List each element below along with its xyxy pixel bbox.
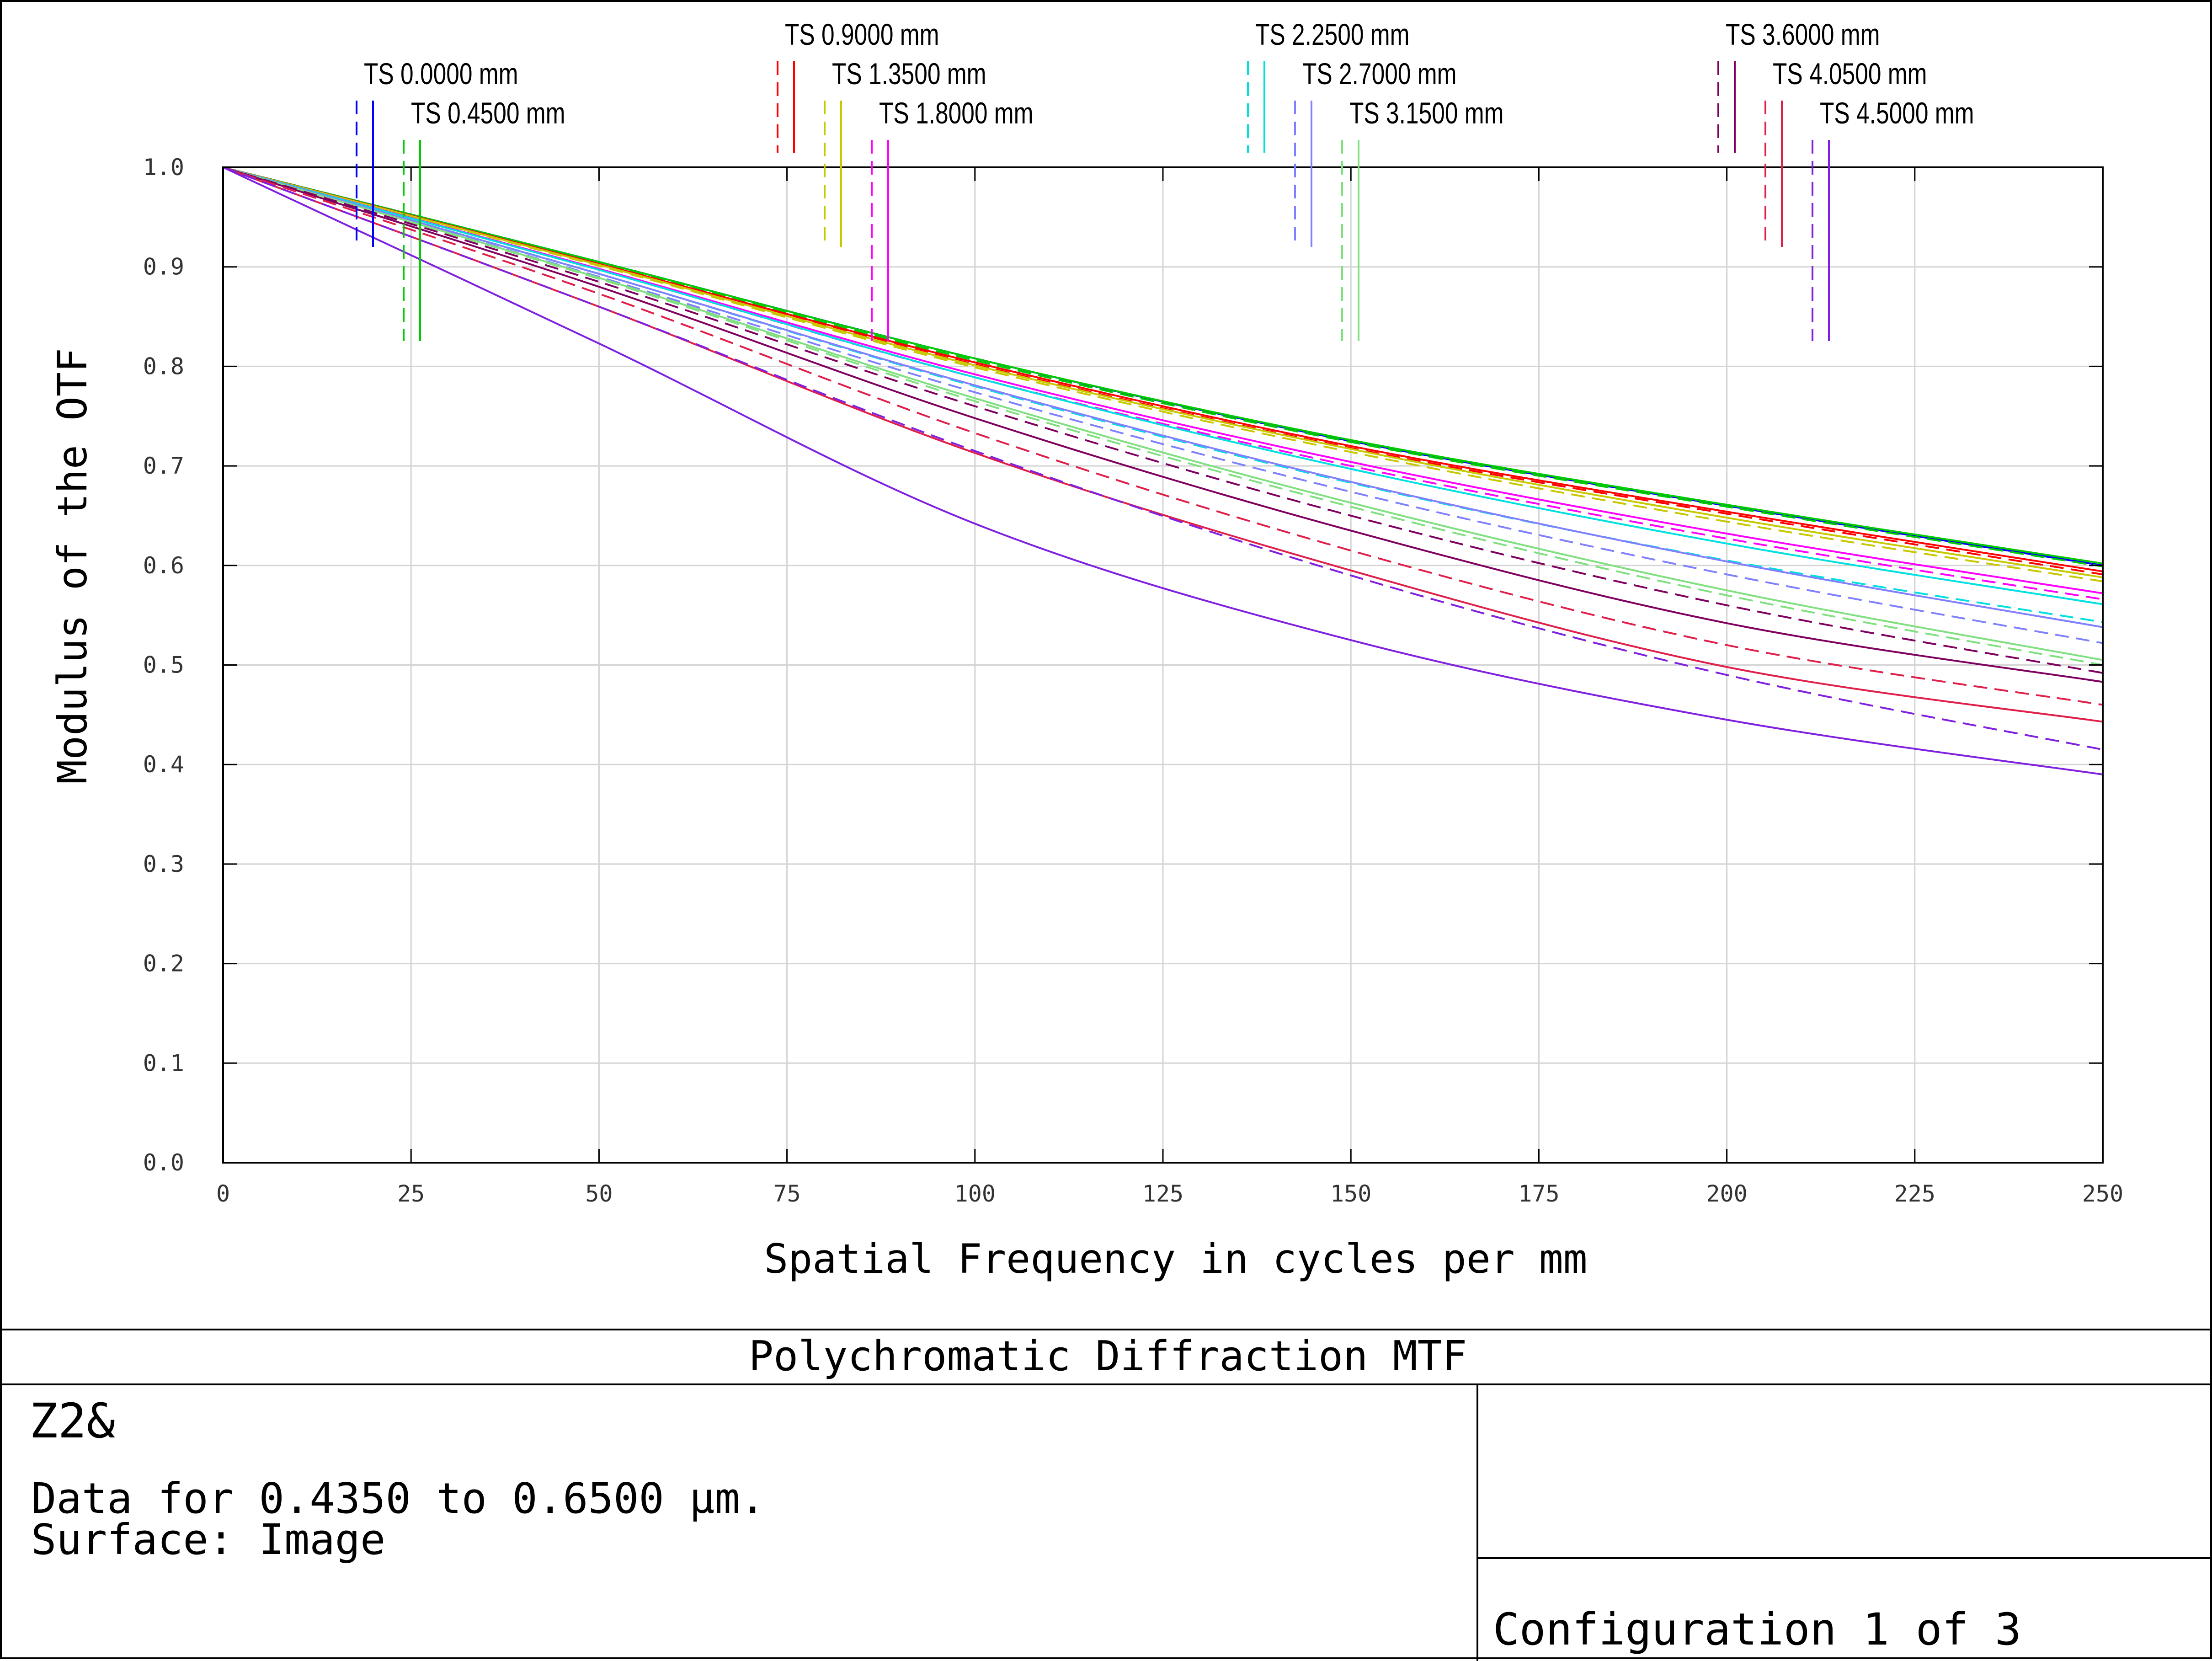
x-tick-label-7: 175 [1518,1180,1559,1207]
y-tick-label-4: 0.4 [143,751,184,778]
tick-labels: 0 25 50 75 100 125 150 175 200 225 250 0.0 0.1 0.2 0.3… [143,154,2123,1207]
y-axis-title: Modulus of the OTF [49,348,96,784]
mtf-curve-7-sagittal [223,166,2103,582]
x-tick-label-4: 100 [954,1180,996,1207]
x-tick-label-9: 225 [1894,1180,1935,1207]
info-panel-divider [1476,1383,1478,1661]
y-tick-label-8: 0.8 [143,353,184,379]
series-group [223,166,2103,775]
legend-label-0: TS 0.0000 mm [364,57,518,91]
x-tick-label-8: 200 [1706,1180,1747,1207]
mtf-curve-12-tangential [223,166,2103,628]
x-tick-label-5: 125 [1142,1180,1183,1207]
y-tick-label-6: 0.6 [143,552,184,579]
y-tick-label-7: 0.7 [143,453,184,479]
x-axis-title: Spatial Frequency in cycles per mm [764,1235,1587,1282]
surface-label: Surface: Image [31,1515,386,1564]
axes [222,166,2104,1164]
config-divider [1476,1557,2212,1559]
y-tick-label-9: 0.9 [143,254,184,280]
legend-label-8: TS 3.6000 mm [1726,17,1880,52]
y-tick-label-0: 0.0 [143,1149,184,1176]
plot-title: Polychromatic Diffraction MTF [748,1332,1467,1380]
title-divider-bottom [2,1383,2212,1385]
x-tick-label-3: 75 [773,1180,800,1207]
x-tick-label-10: 250 [2082,1180,2123,1207]
grid [222,166,2104,1164]
mtf-curve-10-tangential [223,166,2103,605]
mtf-curve-16-tangential [223,166,2103,683]
x-tick-label-0: 0 [216,1180,230,1207]
legend-label-1: TS 0.4500 mm [411,96,565,130]
lens-name: Z2& [29,1393,115,1449]
mtf-curve-19-sagittal [223,166,2103,706]
legend: TS 0.0000 mm TS 0.4500 mm TS 0.9000 mm TS 1… [356,17,1974,341]
legend-label-10: TS 4.5000 mm [1820,96,1974,130]
mtf-chart: 0 25 50 75 100 125 150 175 200 225 250 0.0 0.1 0.2 0.3… [49,17,2123,1282]
x-tick-label-6: 150 [1330,1180,1371,1207]
legend-label-4: TS 1.8000 mm [879,96,1034,130]
y-tick-label-10: 1.0 [143,154,184,181]
mtf-curve-17-sagittal [223,166,2103,674]
legend-label-6: TS 2.7000 mm [1302,57,1457,91]
wavelength-range: Data for 0.4350 to 0.6500 µm. [31,1474,766,1523]
legend-label-5: TS 2.2500 mm [1255,17,1410,52]
configuration-label: Configuration 1 of 3 [1493,1604,2021,1655]
legend-label-9: TS 4.0500 mm [1773,57,1927,91]
legend-label-3: TS 1.3500 mm [832,57,986,91]
legend-label-2: TS 0.9000 mm [785,17,939,52]
y-tick-label-3: 0.3 [143,851,184,877]
legend-label-7: TS 3.1500 mm [1349,96,1504,130]
y-tick-label-1: 0.1 [143,1050,184,1076]
x-tick-label-1: 25 [397,1180,425,1207]
mtf-curve-21-sagittal [223,166,2103,751]
y-tick-label-5: 0.5 [143,652,184,678]
mtf-curve-15-sagittal [223,166,2103,666]
title-divider-top [2,1329,2212,1330]
y-tick-label-2: 0.2 [143,951,184,977]
x-tick-label-2: 50 [585,1180,613,1207]
mtf-curve-20-tangential [223,166,2103,775]
